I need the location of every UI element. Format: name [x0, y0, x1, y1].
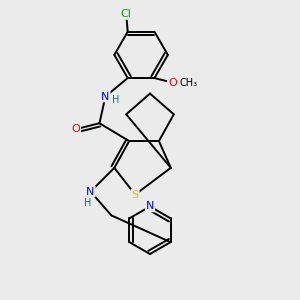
Text: O: O	[168, 77, 177, 88]
Text: N: N	[146, 202, 154, 212]
Text: Cl: Cl	[121, 9, 132, 19]
Text: S: S	[132, 190, 139, 200]
Text: H: H	[112, 95, 119, 105]
Text: N: N	[101, 92, 110, 101]
Text: CH₃: CH₃	[180, 77, 198, 88]
Text: H: H	[84, 199, 91, 208]
Text: O: O	[71, 124, 80, 134]
Text: N: N	[86, 187, 95, 196]
